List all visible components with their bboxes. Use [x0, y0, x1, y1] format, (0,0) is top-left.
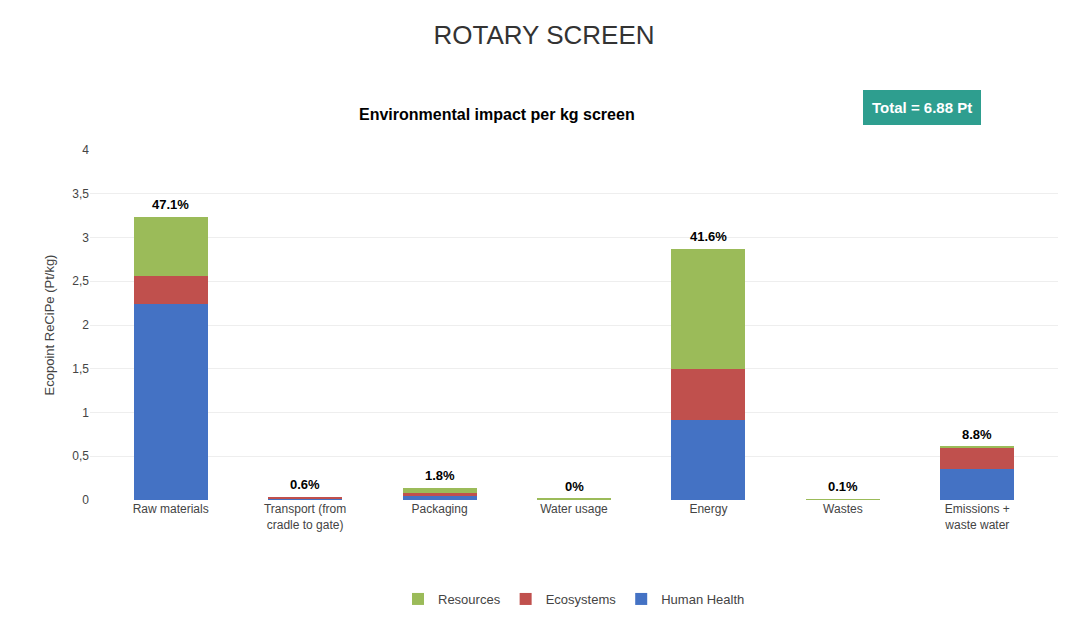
svg-text:1.8%: 1.8%	[425, 468, 455, 483]
svg-text:Human Health: Human Health	[661, 592, 744, 607]
svg-text:2: 2	[82, 318, 89, 332]
svg-text:ROTARY SCREEN: ROTARY SCREEN	[433, 20, 654, 50]
svg-text:Transport (fromcradle to gate): Transport (fromcradle to gate)	[264, 502, 346, 532]
svg-text:1,5: 1,5	[72, 362, 89, 376]
svg-text:0.6%: 0.6%	[290, 477, 320, 492]
svg-text:3,5: 3,5	[72, 187, 89, 201]
svg-text:Raw materials: Raw materials	[133, 502, 209, 516]
svg-text:0%: 0%	[565, 479, 584, 494]
svg-text:Environmental impact per kg sc: Environmental impact per kg screen	[359, 106, 635, 123]
svg-text:Water usage: Water usage	[540, 502, 608, 516]
svg-text:0: 0	[82, 493, 89, 507]
svg-text:Packaging: Packaging	[412, 502, 468, 516]
svg-text:4: 4	[82, 143, 89, 157]
svg-text:41.6%: 41.6%	[690, 229, 727, 244]
svg-text:0,5: 0,5	[72, 449, 89, 463]
svg-text:3: 3	[82, 231, 89, 245]
svg-text:Emissions +waste water: Emissions +waste water	[944, 502, 1010, 532]
svg-text:47.1%: 47.1%	[152, 197, 189, 212]
svg-text:Total = 6.88 Pt: Total = 6.88 Pt	[872, 99, 972, 116]
svg-text:Wastes: Wastes	[823, 502, 863, 516]
svg-text:2,5: 2,5	[72, 274, 89, 288]
svg-text:Resources: Resources	[438, 592, 501, 607]
svg-text:Ecosystems: Ecosystems	[546, 592, 617, 607]
svg-text:Ecopoint ReCiPe (Pt/kg): Ecopoint ReCiPe (Pt/kg)	[42, 255, 57, 396]
svg-text:8.8%: 8.8%	[962, 427, 992, 442]
svg-text:1: 1	[82, 406, 89, 420]
svg-text:0.1%: 0.1%	[828, 479, 858, 494]
svg-text:Energy: Energy	[689, 502, 727, 516]
